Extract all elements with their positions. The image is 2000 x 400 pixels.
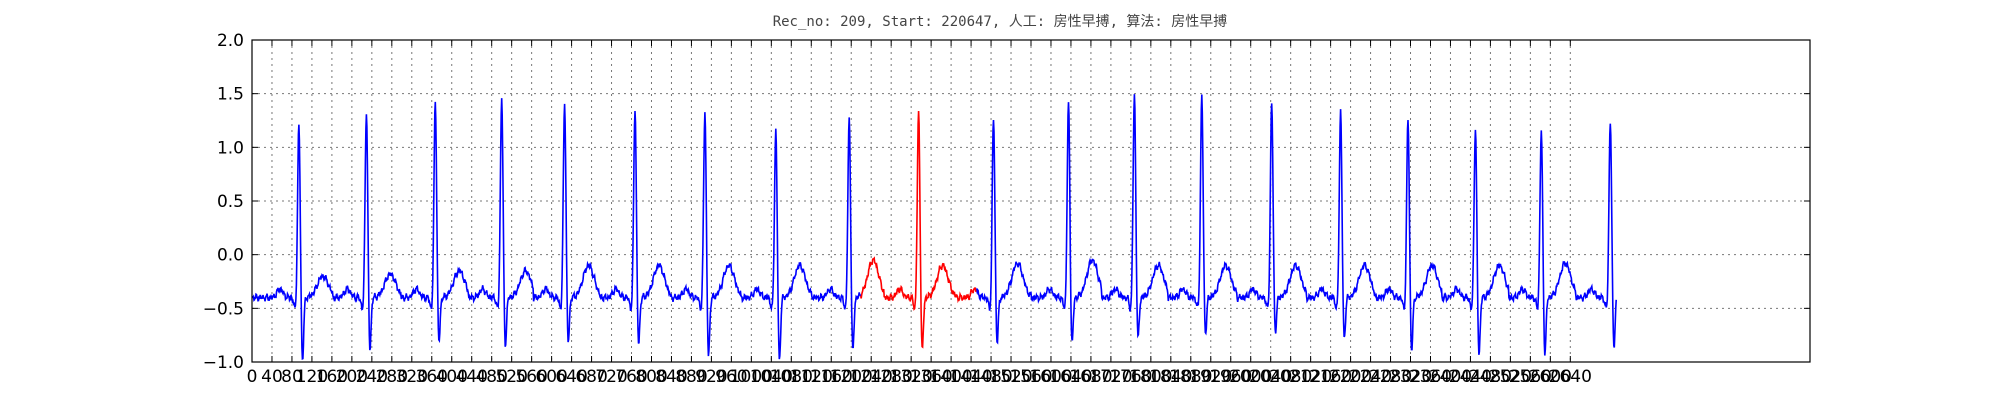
x-tick-label: 760 (615, 367, 647, 387)
y-tick-label: 0.5 (217, 192, 244, 212)
x-tick-label: 2400 (1429, 367, 1472, 387)
x-tick-label: 2120 (1289, 367, 1332, 387)
x-tick-label: 400 (436, 367, 468, 387)
axis-ticks: 2.01.51.00.50.0−0.5−1.00 4080120160200240… (203, 31, 1810, 387)
y-tick-label: 2.0 (217, 31, 244, 51)
x-tick-label: 1400 (929, 367, 972, 387)
x-tick-label: 1760 (1109, 367, 1152, 387)
x-tick-label: 1640 (1049, 367, 1092, 387)
ecg-highlight-beat-line (859, 110, 977, 349)
x-tick-label: 680 (575, 367, 607, 387)
x-tick-label: 480 (475, 367, 507, 387)
x-tick-label: 360 (416, 367, 448, 387)
x-tick-label: 1080 (770, 367, 813, 387)
x-tick-label: 2640 (1549, 367, 1592, 387)
x-tick-label: 880 (675, 367, 707, 387)
x-tick-label: 2280 (1369, 367, 1412, 387)
y-tick-label: 0.0 (217, 246, 244, 266)
x-tick-label: 1120 (790, 367, 833, 387)
chart-title: Rec_no: 209, Start: 220647, 人工: 房性早搏, 算法… (773, 13, 1228, 30)
x-tick-label: 1880 (1169, 367, 1212, 387)
x-tick-label: 1160 (810, 367, 853, 387)
y-tick-label: −1.0 (203, 353, 244, 373)
x-tick-label: 2520 (1489, 367, 1532, 387)
x-tick-label: 2560 (1509, 367, 1552, 387)
x-tick-label: 0 (247, 367, 258, 387)
x-tick-label: 160 (316, 367, 348, 387)
x-tick-label: 1920 (1189, 367, 1232, 387)
x-tick-label: 1600 (1029, 367, 1072, 387)
ecg-series-line (251, 98, 862, 360)
x-tick-label: 560 (515, 367, 547, 387)
x-tick-label: 2160 (1309, 367, 1352, 387)
x-tick-label: 1000 (730, 367, 773, 387)
x-tick-label: 640 (555, 367, 587, 387)
y-tick-label: 1.5 (217, 85, 244, 105)
x-tick-label: 800 (635, 367, 667, 387)
x-tick-label: 2480 (1469, 367, 1512, 387)
x-tick-label: 2000 (1229, 367, 1272, 387)
x-tick-label: 2600 (1529, 367, 1572, 387)
x-tick-label: 1960 (1209, 367, 1252, 387)
x-tick-label: 1200 (830, 367, 873, 387)
x-tick-label: 1720 (1089, 367, 1132, 387)
x-tick-label: 720 (595, 367, 627, 387)
x-tick-label: 1800 (1129, 367, 1172, 387)
x-tick-label: 520 (495, 367, 527, 387)
x-tick-label: 200 (336, 367, 368, 387)
x-tick-label: 320 (396, 367, 428, 387)
x-tick-label: 960 (715, 367, 747, 387)
ecg-series-line (975, 94, 1617, 356)
x-tick-label: 2240 (1349, 367, 1392, 387)
x-tick-label: 2200 (1329, 367, 1372, 387)
x-tick-label: 80 (281, 367, 303, 387)
x-tick-label: 40 (261, 367, 283, 387)
x-tick-label: 240 (356, 367, 388, 387)
x-tick-label: 2080 (1269, 367, 1312, 387)
x-tick-label: 920 (695, 367, 727, 387)
x-tick-label: 2320 (1389, 367, 1432, 387)
x-tick-label: 1840 (1149, 367, 1192, 387)
x-tick-label: 440 (455, 367, 487, 387)
x-tick-label: 120 (296, 367, 328, 387)
x-tick-label: 2360 (1409, 367, 1452, 387)
x-tick-label: 1320 (890, 367, 933, 387)
x-tick-label: 1280 (870, 367, 913, 387)
x-tick-label: 1440 (949, 367, 992, 387)
x-tick-label: 2440 (1449, 367, 1492, 387)
grid-lines (252, 40, 1810, 362)
x-tick-label: 2040 (1249, 367, 1292, 387)
x-tick-label: 1520 (989, 367, 1032, 387)
x-tick-label: 600 (535, 367, 567, 387)
x-tick-label: 1040 (750, 367, 793, 387)
x-tick-label: 1480 (969, 367, 1012, 387)
x-tick-label: 1360 (909, 367, 952, 387)
y-tick-label: −0.5 (203, 299, 244, 319)
x-tick-label: 1240 (850, 367, 893, 387)
x-tick-label: 280 (376, 367, 408, 387)
x-tick-label: 1560 (1009, 367, 1052, 387)
series-lines (251, 94, 1617, 360)
x-tick-label: 840 (655, 367, 687, 387)
x-tick-label: 1680 (1069, 367, 1112, 387)
y-tick-label: 1.0 (217, 138, 244, 158)
